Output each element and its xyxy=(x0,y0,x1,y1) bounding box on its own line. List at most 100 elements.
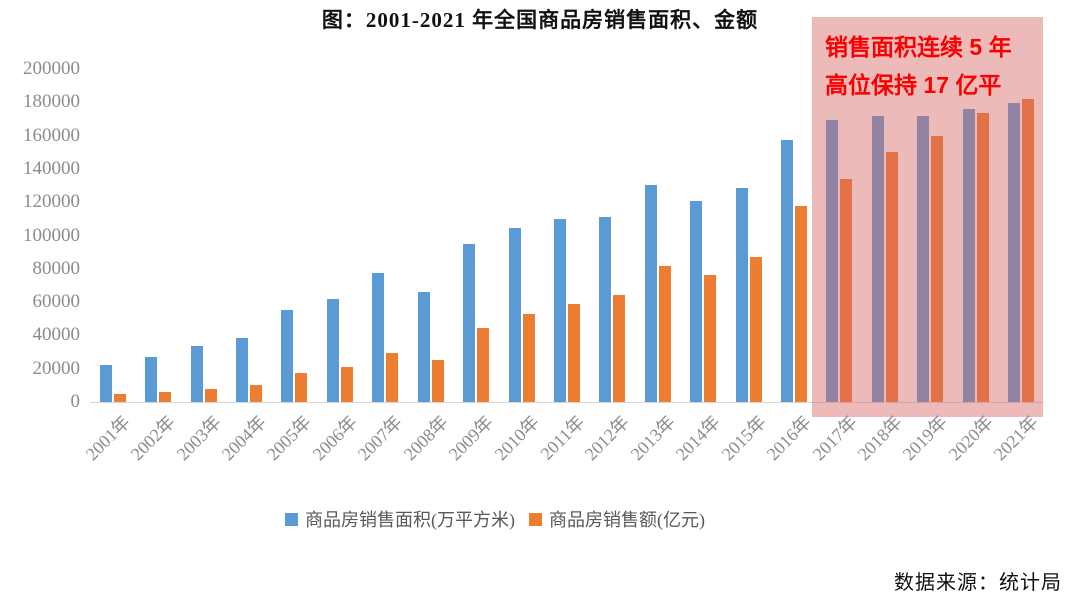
y-tick-label: 60000 xyxy=(32,291,81,313)
x-tick-label: 2011年 xyxy=(536,411,588,464)
bar-group-2010 xyxy=(499,69,544,402)
annotation-line-2: 高位保持 17 亿平 xyxy=(825,72,1002,98)
bar-group-2005 xyxy=(272,69,317,402)
bar-sales-amount-2005 xyxy=(295,373,308,402)
x-tick-label: 2020年 xyxy=(944,411,997,465)
x-tick-label: 2002年 xyxy=(126,411,180,465)
bar-sales-area-2005 xyxy=(281,310,294,402)
y-tick-label: 40000 xyxy=(32,324,81,346)
bar-group-2015 xyxy=(726,69,771,402)
bar-sales-amount-2020 xyxy=(976,113,989,402)
x-tick-label: 2014年 xyxy=(671,411,725,465)
highlight-region: 销售面积连续 5 年 高位保持 17 亿平 xyxy=(812,17,1043,417)
bar-sales-amount-2010 xyxy=(522,314,535,402)
x-tick-label: 2006年 xyxy=(308,411,361,465)
bar-group-2021 xyxy=(998,69,1043,402)
bar-sales-area-2021 xyxy=(1008,103,1021,402)
bar-sales-amount-2004 xyxy=(249,385,262,402)
bar-group-2007 xyxy=(363,69,408,402)
y-tick-label: 180000 xyxy=(23,91,80,113)
bar-group-2003 xyxy=(181,69,226,402)
plot-area xyxy=(90,69,1044,403)
bar-sales-area-2010 xyxy=(508,228,521,402)
y-tick-label: 120000 xyxy=(23,191,80,213)
bar-sales-amount-2002 xyxy=(159,392,172,402)
x-tick-label: 2015年 xyxy=(717,411,770,465)
bar-sales-area-2013 xyxy=(644,185,657,402)
y-tick-label: 140000 xyxy=(23,157,80,179)
bar-group-2004 xyxy=(226,69,271,402)
x-tick-label: 2018年 xyxy=(853,411,906,465)
bar-sales-area-2007 xyxy=(372,273,385,402)
bar-group-2009 xyxy=(453,69,498,402)
bar-sales-amount-2017 xyxy=(840,179,853,402)
x-tick-label: 2007年 xyxy=(353,411,407,465)
x-tick-label: 2010年 xyxy=(490,411,543,465)
x-tick-label: 2013年 xyxy=(626,411,679,465)
bar-sales-area-2004 xyxy=(235,338,248,402)
bar-sales-amount-2011 xyxy=(567,304,580,402)
bar-sales-amount-2016 xyxy=(795,206,808,402)
bar-sales-amount-2003 xyxy=(204,389,217,402)
x-tick-label: 2019年 xyxy=(899,411,952,465)
bar-sales-amount-2019 xyxy=(931,136,944,402)
annotation-text: 销售面积连续 5 年 高位保持 17 亿平 xyxy=(812,17,1043,104)
y-tick-label: 0 xyxy=(70,391,81,412)
bar-group-2020 xyxy=(953,69,998,402)
bar-sales-area-2020 xyxy=(962,109,975,402)
bar-sales-amount-2013 xyxy=(658,266,671,402)
bar-sales-area-2019 xyxy=(917,116,930,402)
x-tick-label: 2004年 xyxy=(217,411,270,465)
legend-label-area: 商品房销售面积(万平方米) xyxy=(305,510,515,530)
bar-sales-area-2009 xyxy=(463,244,476,402)
bar-sales-area-2003 xyxy=(190,346,203,402)
bar-sales-amount-2012 xyxy=(613,295,626,402)
bar-group-2014 xyxy=(680,69,725,402)
bar-sales-area-2016 xyxy=(781,140,794,402)
bar-group-2001 xyxy=(90,69,135,402)
bar-sales-amount-2008 xyxy=(431,360,444,402)
legend-label-amount: 商品房销售额(亿元) xyxy=(549,510,705,530)
bar-sales-area-2014 xyxy=(690,201,703,402)
bar-sales-area-2018 xyxy=(871,116,884,402)
bar-sales-area-2001 xyxy=(99,365,112,402)
bar-sales-area-2017 xyxy=(826,120,839,402)
bar-sales-amount-2015 xyxy=(749,257,762,402)
bar-group-2013 xyxy=(635,69,680,402)
legend-item-area: 商品房销售面积(万平方米) xyxy=(285,506,515,532)
legend-item-amount: 商品房销售额(亿元) xyxy=(529,506,705,532)
x-tick-label: 2017年 xyxy=(808,411,861,465)
chart-title: 图：2001-2021 年全国商品房销售面积、金额 xyxy=(321,8,759,32)
annotation-line-1: 销售面积连续 5 年 xyxy=(825,34,1012,60)
y-tick-label: 100000 xyxy=(23,224,80,246)
bar-group-2008 xyxy=(408,69,453,402)
bar-sales-amount-2021 xyxy=(1022,99,1035,402)
bar-group-2012 xyxy=(590,69,635,402)
x-tick-label: 2001年 xyxy=(81,411,134,465)
bar-group-2018 xyxy=(862,69,907,402)
x-tick-label: 2012年 xyxy=(581,411,634,465)
y-tick-label: 20000 xyxy=(32,357,81,379)
bar-group-2016 xyxy=(771,69,816,402)
bar-group-2006 xyxy=(317,69,362,402)
x-tick-label: 2008年 xyxy=(399,411,452,465)
bars-container xyxy=(90,69,1044,402)
x-tick-label: 2021年 xyxy=(989,411,1043,465)
x-tick-label: 2003年 xyxy=(172,411,225,465)
bar-sales-amount-2007 xyxy=(386,353,399,402)
x-tick-label: 2009年 xyxy=(444,411,498,465)
x-tick-label: 2016年 xyxy=(762,411,816,465)
area-series-swatch-icon xyxy=(285,512,298,526)
bar-group-2019 xyxy=(908,69,953,402)
bar-sales-amount-2009 xyxy=(477,328,490,402)
bar-group-2017 xyxy=(817,69,862,402)
bar-group-2002 xyxy=(135,69,180,402)
bar-sales-area-2008 xyxy=(417,292,430,402)
bar-sales-amount-2014 xyxy=(704,275,717,402)
y-tick-label: 200000 xyxy=(23,58,80,79)
bar-sales-area-2015 xyxy=(735,188,748,402)
bar-sales-amount-2018 xyxy=(885,152,898,402)
legend: 商品房销售面积(万平方米) 商品房销售额(亿元) xyxy=(0,506,1080,532)
bar-group-2011 xyxy=(544,69,589,402)
